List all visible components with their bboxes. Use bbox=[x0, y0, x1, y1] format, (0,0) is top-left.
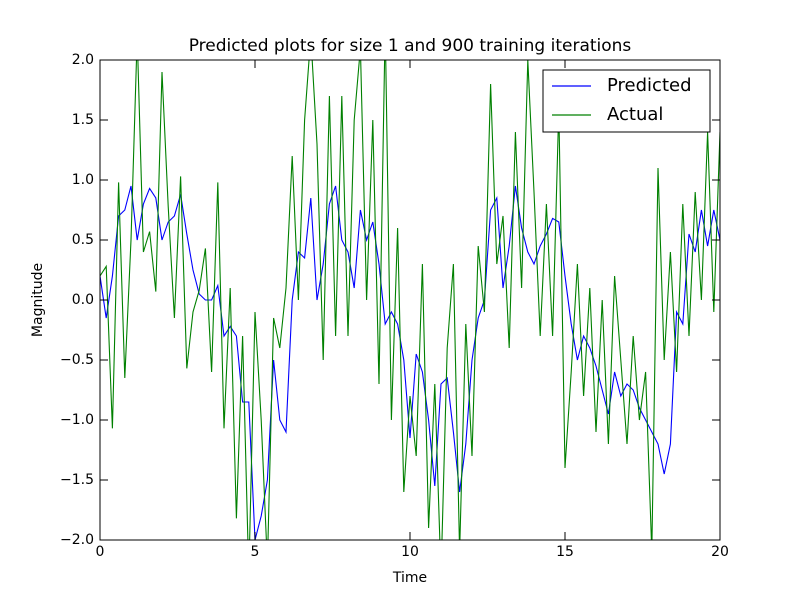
legend: Predicted Actual bbox=[542, 69, 711, 133]
plot-lines bbox=[100, 60, 720, 540]
y-tick-label: 2.0 bbox=[72, 52, 94, 68]
data-line bbox=[100, 185, 720, 540]
x-tick-label: 0 bbox=[96, 544, 105, 560]
y-tick-label: 1.0 bbox=[72, 172, 94, 188]
x-tick-label: 5 bbox=[251, 544, 260, 560]
y-tick-label: −1.5 bbox=[60, 472, 94, 488]
x-tick-label: 15 bbox=[556, 544, 574, 560]
x-tick-label: 10 bbox=[401, 544, 419, 560]
y-tick-label: 1.5 bbox=[72, 112, 94, 128]
y-tick-label: −1.0 bbox=[60, 412, 94, 428]
y-tick-label: −0.5 bbox=[60, 352, 94, 368]
x-tick-label: 20 bbox=[711, 544, 729, 560]
x-axis-label: Time bbox=[392, 570, 427, 586]
legend-label: Predicted bbox=[607, 75, 692, 96]
chart-title: Predicted plots for size 1 and 900 train… bbox=[189, 36, 632, 56]
y-tick-label: 0.0 bbox=[72, 292, 94, 308]
data-line bbox=[100, 60, 720, 540]
y-tick-label: −2.0 bbox=[60, 532, 94, 548]
legend-box bbox=[542, 69, 711, 133]
y-tick-label: 0.5 bbox=[72, 232, 94, 248]
y-axis-label: Magnitude bbox=[30, 263, 46, 337]
legend-label: Actual bbox=[607, 104, 663, 125]
